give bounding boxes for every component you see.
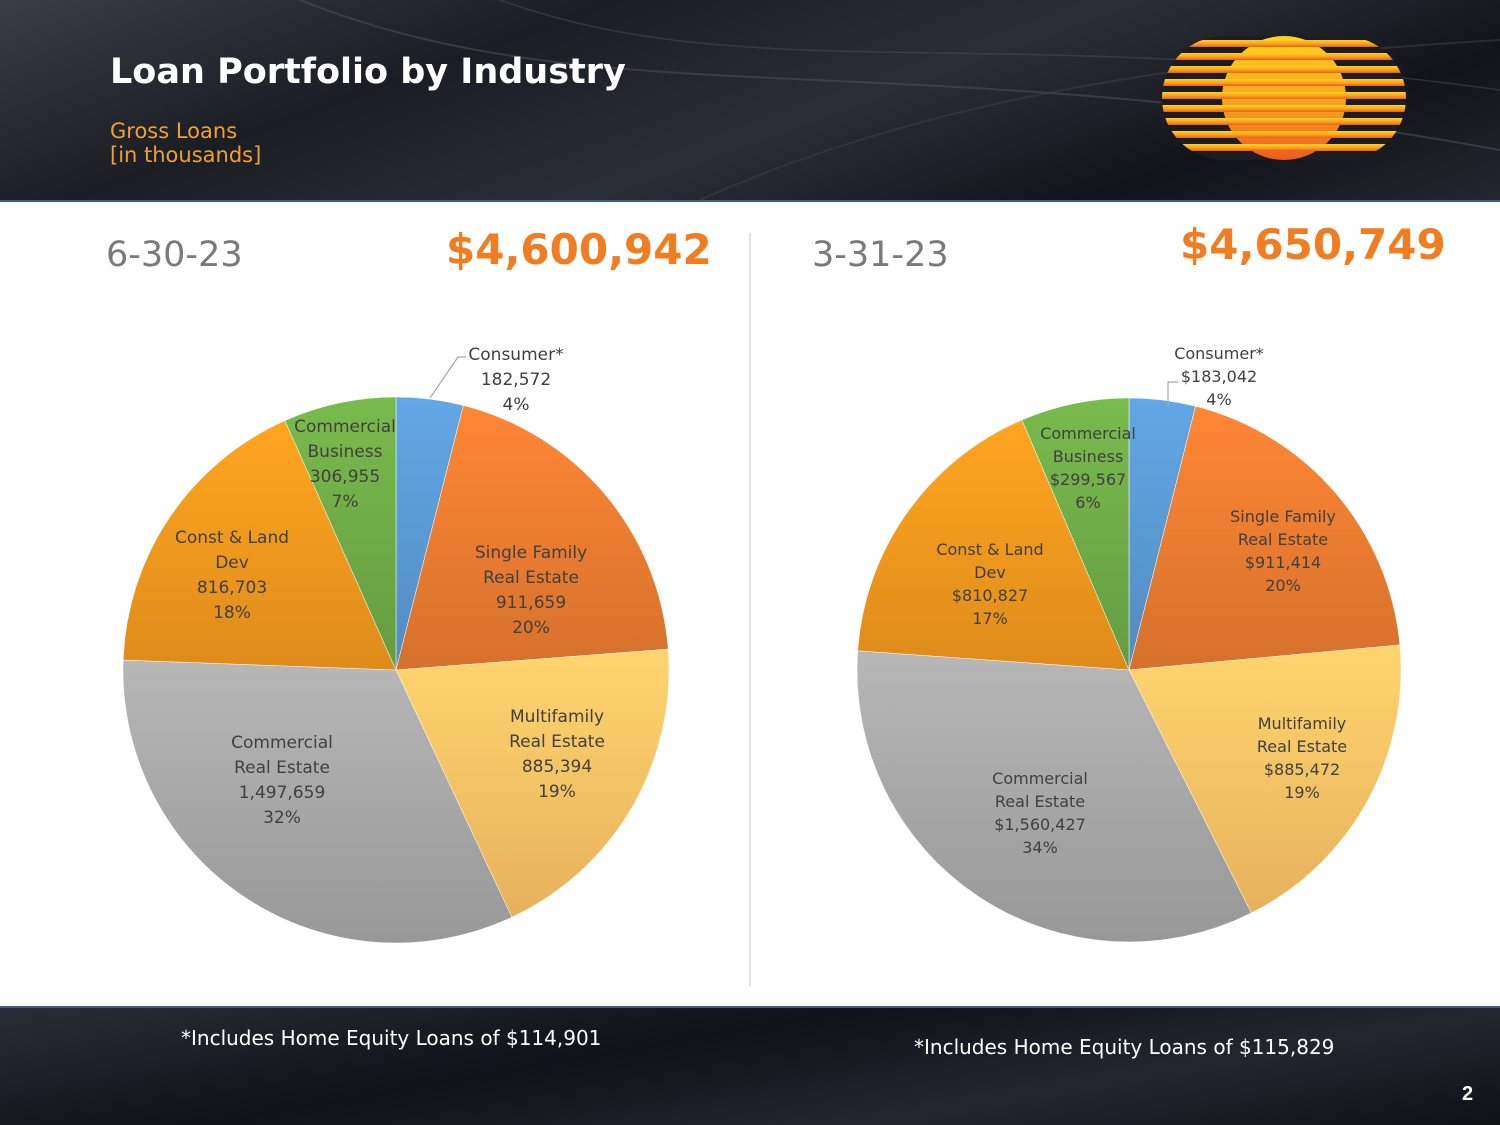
pie-slice-commercial-business [284, 396, 397, 671]
consumer-leader-line [1167, 381, 1178, 407]
footer-background [0, 1008, 1500, 1125]
page-number: 2 [1462, 1083, 1474, 1105]
consumer-leader-line [429, 356, 466, 399]
pie-label-commercial-re: Commercial Real Estate $1,560,427 34% [992, 769, 1088, 857]
pie-label-single-family: Single Family Real Estate $911,414 20% [1230, 507, 1336, 595]
subtitle-line-2: [in thousands] [110, 143, 262, 167]
pie-slice-single-family [1128, 405, 1401, 671]
pie-label-single-family: Single Family Real Estate 911,659 20% [475, 543, 587, 638]
pie-slice-multifamily [1128, 644, 1402, 914]
pie-label-multifamily: Multifamily Real Estate $885,472 19% [1257, 714, 1347, 802]
page-subtitle: Gross Loans [in thousands] [110, 119, 261, 167]
pie-slice-const-land [857, 419, 1130, 671]
pie-slice-commercial-re [856, 650, 1252, 943]
subtitle-line-1: Gross Loans [110, 119, 238, 143]
page-title: Loan Portfolio by Industry [110, 52, 626, 92]
right-chart-total: $4,650,749 [1180, 220, 1446, 269]
right-chart-date: 3-31-23 [812, 235, 949, 275]
pie-slice-const-land [122, 420, 397, 671]
pie-slice-commercial-re [122, 659, 513, 944]
pie-slice-single-family [395, 405, 669, 671]
chart-divider [749, 233, 751, 986]
pie-label-commercial-business: Commercial Business 306,955 7% [294, 417, 396, 512]
pie-label-consumer: Consumer* $183,042 4% [1174, 344, 1264, 409]
pie-label-commercial-business: Commercial Business $299,567 6% [1040, 424, 1136, 512]
sunset-stripes-logo [1162, 36, 1406, 160]
pie-label-multifamily: Multifamily Real Estate 885,394 19% [509, 707, 605, 802]
pie-label-const-land: Const & Land Dev 816,703 18% [175, 528, 289, 623]
pie-slice-commercial-business [1021, 397, 1130, 671]
pie-label-const-land: Const & Land Dev $810,827 17% [936, 540, 1043, 628]
right-footnote: *Includes Home Equity Loans of $115,829 [914, 1035, 1335, 1059]
left-chart-date: 6-30-23 [106, 235, 243, 275]
left-footnote: *Includes Home Equity Loans of $114,901 [181, 1026, 602, 1050]
pie-label-consumer: Consumer* 182,572 4% [468, 345, 563, 415]
pie-label-commercial-re: Commercial Real Estate 1,497,659 32% [231, 733, 333, 828]
left-chart-total: $4,600,942 [446, 225, 712, 274]
pie-slice-multifamily [395, 648, 670, 918]
